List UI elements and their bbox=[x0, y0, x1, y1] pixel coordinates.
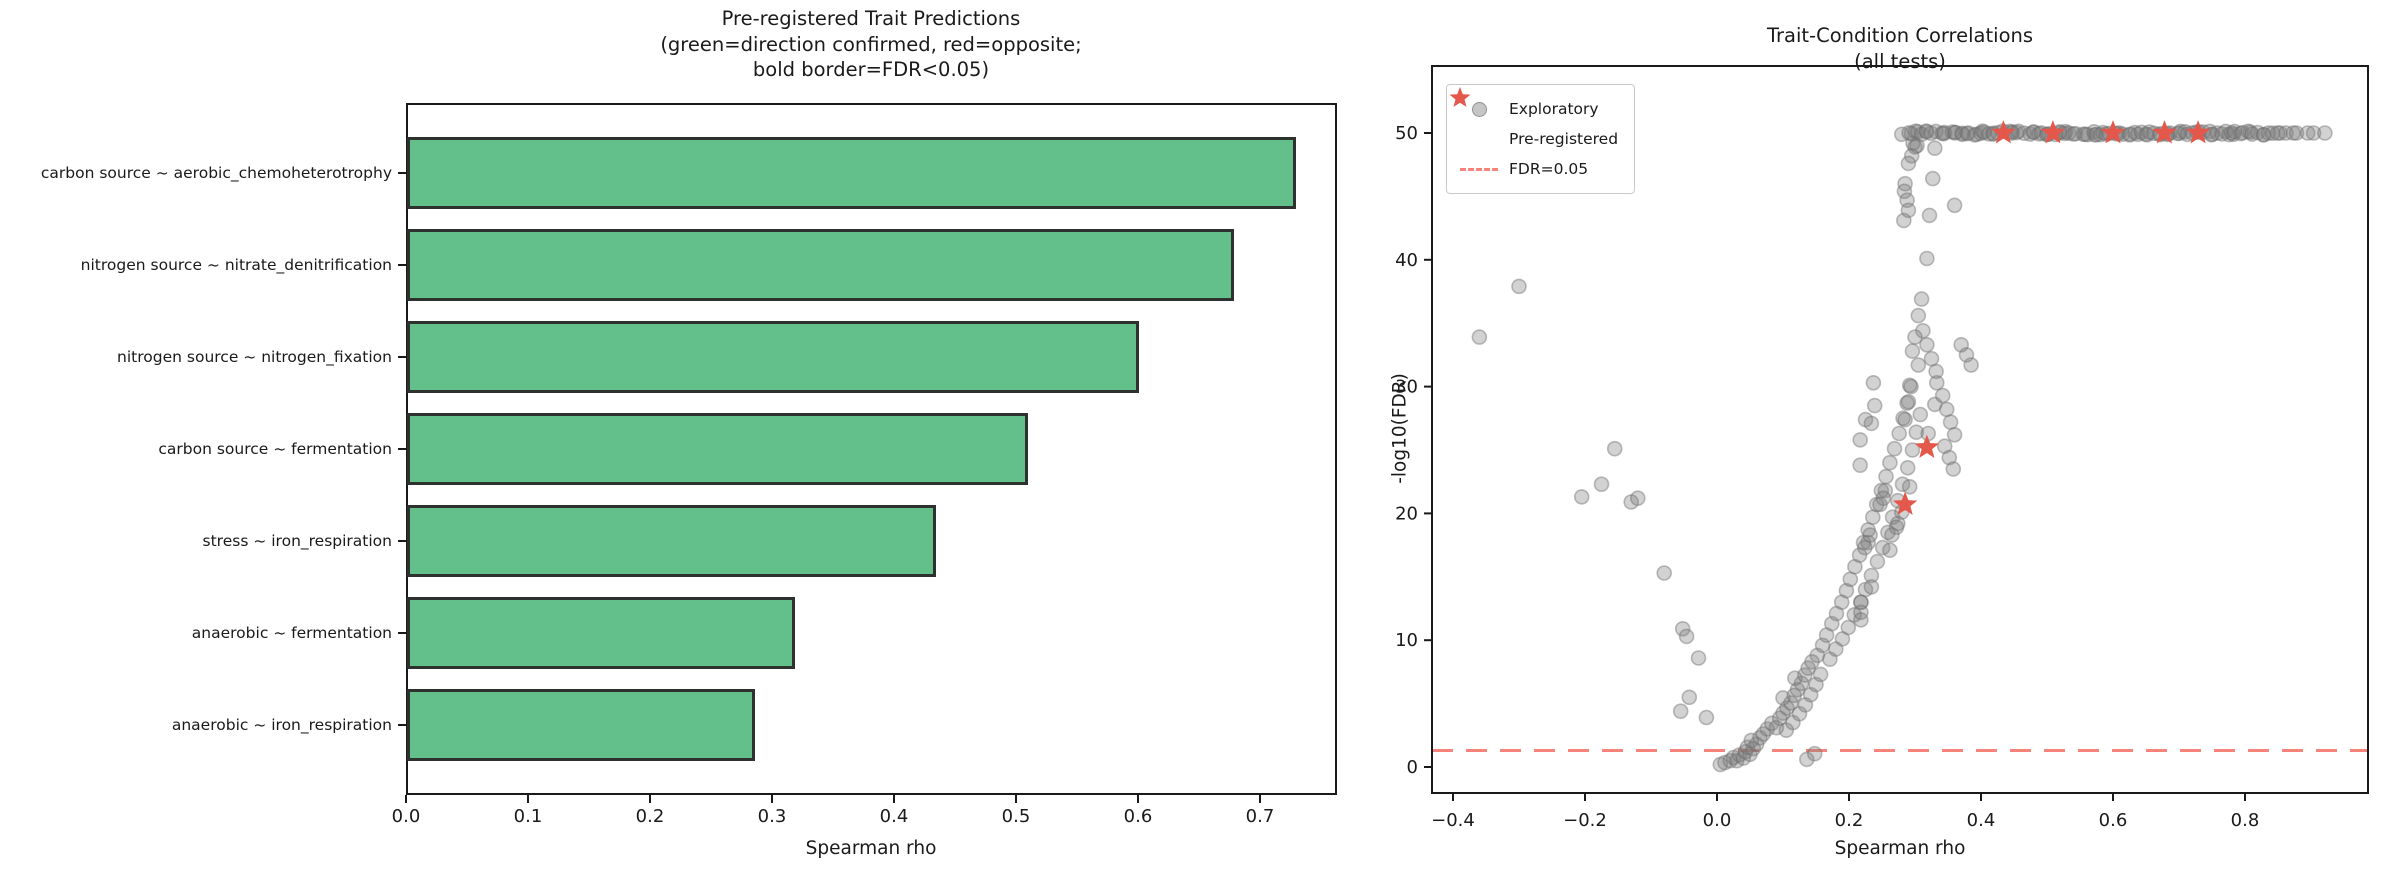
svg-text:−0.2: −0.2 bbox=[1563, 810, 1607, 831]
left-ytick bbox=[398, 264, 406, 266]
left-xtick bbox=[1259, 795, 1261, 803]
svg-text:0.6: 0.6 bbox=[2099, 810, 2128, 831]
left-xtick bbox=[649, 795, 651, 803]
svg-text:30: 30 bbox=[1395, 377, 1418, 398]
legend-item-exploratory: Exploratory bbox=[1459, 94, 1618, 124]
svg-text:0.0: 0.0 bbox=[1703, 810, 1732, 831]
bar-category-label: carbon source ~ fermentation bbox=[158, 440, 392, 458]
svg-text:0.2: 0.2 bbox=[1835, 810, 1864, 831]
right-title-line1: Trait-Condition Correlations bbox=[1766, 24, 2034, 47]
bar-3 bbox=[407, 413, 1028, 485]
scatter-legend: Exploratory Pre-registered FDR=0.05 bbox=[1446, 84, 1636, 194]
bar-6 bbox=[407, 689, 755, 761]
left-title-line3: bold border=FDR<0.05) bbox=[752, 58, 990, 81]
left-xtick-label: 0.5 bbox=[1001, 806, 1031, 827]
left-xtick bbox=[405, 795, 407, 803]
left-xtick bbox=[527, 795, 529, 803]
left-xtick-label: 0.3 bbox=[757, 806, 787, 827]
bar-category-label: anaerobic ~ fermentation bbox=[191, 624, 392, 642]
left-xtick bbox=[1015, 795, 1017, 803]
left-xtick-label: 0.1 bbox=[513, 806, 543, 827]
svg-text:10: 10 bbox=[1395, 630, 1418, 651]
scatter-axes-frame bbox=[1431, 65, 2369, 794]
bar-category-label: carbon source ~ aerobic_chemoheterotroph… bbox=[40, 164, 392, 182]
svg-text:0.8: 0.8 bbox=[2231, 810, 2260, 831]
left-ytick bbox=[398, 632, 406, 634]
left-xtick-label: 0.6 bbox=[1123, 806, 1153, 827]
legend-item-preregistered: Pre-registered bbox=[1449, 87, 1619, 154]
legend-label-fdr: FDR=0.05 bbox=[1509, 160, 1589, 178]
svg-text:50: 50 bbox=[1395, 123, 1418, 144]
bar-2 bbox=[407, 321, 1139, 393]
legend-item-fdr-line: FDR=0.05 bbox=[1459, 154, 1618, 184]
fdr-dashed-line-icon bbox=[1459, 167, 1499, 171]
left-xaxis-label: Spearman rho bbox=[805, 838, 937, 859]
left-title-line1: Pre-registered Trait Predictions bbox=[721, 7, 1021, 30]
left-ytick bbox=[398, 448, 406, 450]
preregistered-star-markers bbox=[1892, 120, 2211, 515]
bar-1 bbox=[407, 229, 1234, 301]
left-ytick bbox=[398, 540, 406, 542]
legend-label-preregistered: Pre-registered bbox=[1509, 130, 1619, 148]
left-xtick bbox=[893, 795, 895, 803]
left-ytick bbox=[398, 172, 406, 174]
bar-category-label: stress ~ iron_respiration bbox=[202, 532, 392, 550]
left-xtick-label: 0.2 bbox=[635, 806, 665, 827]
legend-label-exploratory: Exploratory bbox=[1509, 100, 1599, 118]
svg-text:−0.4: −0.4 bbox=[1431, 810, 1475, 831]
bar-0 bbox=[407, 137, 1296, 209]
svg-text:0.4: 0.4 bbox=[1967, 810, 1996, 831]
left-xtick bbox=[1137, 795, 1139, 803]
left-xtick-label: 0.7 bbox=[1245, 806, 1275, 827]
left-ytick bbox=[398, 724, 406, 726]
left-title-line2: (green=direction confirmed, red=opposite… bbox=[660, 32, 1082, 56]
bar-category-label: nitrogen source ~ nitrate_denitrificatio… bbox=[80, 256, 392, 274]
left-xtick-label: 0.0 bbox=[391, 806, 421, 827]
left-xtick-label: 0.4 bbox=[879, 806, 909, 827]
svg-text:0: 0 bbox=[1407, 757, 1418, 778]
bar-4 bbox=[407, 505, 936, 577]
bar-5 bbox=[407, 597, 795, 669]
bar-category-label: anaerobic ~ iron_respiration bbox=[171, 716, 392, 734]
right-yticks: 0 10 20 30 40 50 bbox=[1395, 123, 1432, 778]
left-chart-title: Pre-registered Trait Predictions (green=… bbox=[421, 6, 1321, 83]
exploratory-points bbox=[1471, 123, 2333, 773]
left-xtick bbox=[771, 795, 773, 803]
left-ytick bbox=[398, 356, 406, 358]
bar-category-label: nitrogen source ~ nitrogen_fixation bbox=[117, 348, 392, 366]
right-xticks: −0.4 −0.2 0.0 0.2 0.4 0.6 0.8 bbox=[1431, 793, 2259, 831]
svg-text:40: 40 bbox=[1395, 250, 1418, 271]
right-xaxis-label: Spearman rho bbox=[1834, 838, 1966, 859]
svg-text:20: 20 bbox=[1395, 503, 1418, 524]
exploratory-circle-icon bbox=[1459, 101, 1499, 117]
